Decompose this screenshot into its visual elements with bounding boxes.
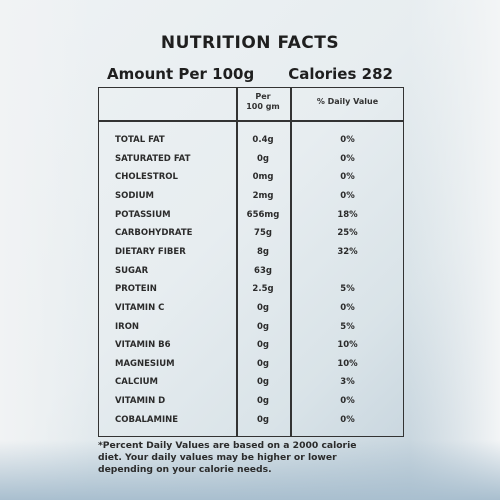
nutrient-row: DIETARY FIBER 8g 32%	[99, 243, 403, 261]
nutrient-daily-value: 25%	[337, 228, 358, 239]
nutrient-name: SATURATED FAT	[115, 153, 191, 164]
nutrient-name: VITAMIN D	[115, 396, 166, 407]
footnote: *Percent Daily Values are based on a 200…	[98, 440, 408, 476]
nutrient-row: CARBOHYDRATE 75g 25%	[99, 224, 403, 242]
nutrient-name: CARBOHYDRATE	[115, 228, 193, 239]
nutrient-daily-value: 3%	[340, 377, 355, 388]
nutrient-name: COBALAMINE	[115, 414, 179, 425]
nutrient-row: SUGAR 63g	[99, 262, 403, 280]
nutrient-name: VITAMIN C	[115, 302, 165, 313]
nutrient-amount: 0.4g	[252, 135, 274, 145]
calories-label: Calories 282	[288, 65, 393, 83]
nutrient-amount: 8g	[257, 246, 269, 257]
header-divider	[99, 120, 403, 122]
nutrient-row: CHOLESTROL 0mg 0%	[99, 168, 403, 186]
nutrient-amount: 0g	[257, 358, 269, 369]
nutrient-daily-value: 10%	[337, 340, 358, 351]
nutrient-daily-value: 0%	[340, 190, 355, 201]
column-header-per-line2: 100 gm	[246, 102, 280, 111]
nutrition-label: NUTRITION FACTS Amount Per 100g Calories…	[75, 15, 425, 490]
nutrient-amount: 656mg	[246, 209, 280, 220]
nutrient-row: VITAMIN D 0g 0%	[99, 392, 403, 410]
footnote-line: *Percent Daily Values are based on a 200…	[98, 440, 357, 451]
nutrient-amount: 75g	[254, 228, 272, 239]
amount-per-label: Amount Per 100g	[107, 65, 255, 83]
nutrient-daily-value: 0%	[340, 396, 355, 407]
nutrient-amount: 0g	[257, 377, 269, 388]
nutrient-daily-value: 32%	[337, 246, 358, 257]
nutrient-name: CHOLESTROL	[115, 172, 178, 183]
nutrient-amount: 0mg	[252, 172, 274, 183]
nutrient-amount: 0g	[257, 302, 269, 313]
nutrient-row: SODIUM 2mg 0%	[99, 187, 403, 205]
label-title: NUTRITION FACTS	[160, 33, 340, 53]
nutrient-name: VITAMIN B6	[115, 340, 171, 351]
column-header-daily-value: % Daily Value	[316, 97, 379, 106]
column-header-per-line1: Per	[255, 92, 271, 101]
nutrient-daily-value: 5%	[340, 284, 355, 295]
nutrient-name: CALCIUM	[115, 377, 158, 388]
nutrient-name: POTASSIUM	[115, 209, 171, 220]
nutrient-amount: 0g	[257, 340, 269, 351]
nutrient-daily-value: 0%	[340, 414, 355, 425]
nutrient-row: VITAMIN B6 0g 10%	[99, 336, 403, 354]
nutrient-name: SODIUM	[115, 190, 154, 201]
column-header-per-100gm: Per 100 gm	[236, 92, 290, 112]
nutrient-daily-value: 0%	[340, 135, 355, 145]
nutrient-row: IRON 0g 5%	[99, 318, 403, 336]
nutrient-row: VITAMIN C 0g 0%	[99, 299, 403, 317]
nutrient-daily-value: 0%	[340, 172, 355, 183]
footnote-line: depending on your calorie needs.	[98, 464, 272, 475]
nutrient-daily-value: 0%	[340, 153, 355, 164]
nutrient-amount: 2.5g	[252, 284, 274, 295]
nutrient-name: DIETARY FIBER	[115, 246, 186, 257]
nutrient-daily-value: 18%	[337, 209, 358, 220]
nutrient-row: SATURATED FAT 0g 0%	[99, 150, 403, 168]
nutrient-row: CALCIUM 0g 3%	[99, 373, 403, 391]
nutrient-table: Per 100 gm % Daily Value TOTAL FAT 0.4g 0%…	[98, 87, 404, 437]
column-divider	[236, 88, 238, 436]
nutrient-amount: 0g	[257, 321, 269, 332]
footnote-line: diet. Your daily values may be higher or…	[98, 452, 337, 463]
nutrient-daily-value: 0%	[340, 302, 355, 313]
nutrient-row: POTASSIUM 656mg 18%	[99, 206, 403, 224]
nutrient-name: MAGNESIUM	[115, 358, 175, 369]
nutrient-amount: 2mg	[252, 190, 274, 201]
nutrient-amount: 0g	[257, 414, 269, 425]
nutrient-row: COBALAMINE 0g 0%	[99, 411, 403, 429]
nutrient-name: PROTEIN	[115, 284, 157, 295]
nutrient-daily-value: 10%	[337, 358, 358, 369]
nutrient-name: TOTAL FAT	[115, 135, 165, 145]
nutrient-amount: 63g	[254, 265, 272, 276]
nutrient-daily-value: 5%	[340, 321, 355, 332]
nutrient-amount: 0g	[257, 153, 269, 164]
nutrient-name: SUGAR	[115, 265, 149, 276]
column-divider	[290, 88, 292, 436]
nutrient-name: IRON	[115, 321, 140, 332]
nutrient-amount: 0g	[257, 396, 269, 407]
nutrient-row: TOTAL FAT 0.4g 0%	[99, 131, 403, 149]
nutrient-row: MAGNESIUM 0g 10%	[99, 355, 403, 373]
nutrient-row: PROTEIN 2.5g 5%	[99, 280, 403, 298]
amount-line: Amount Per 100g Calories 282	[75, 65, 425, 83]
